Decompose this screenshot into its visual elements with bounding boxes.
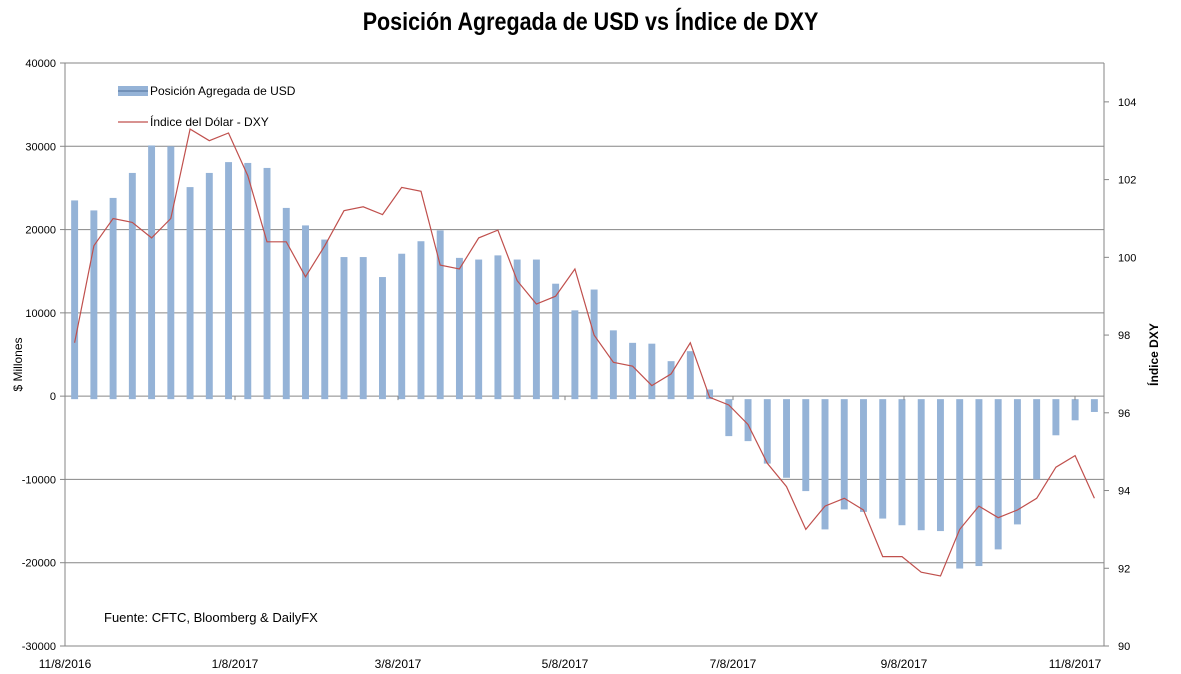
bar <box>398 253 406 400</box>
bar <box>783 399 790 478</box>
bar <box>1052 399 1060 436</box>
y2-tick-label: 94 <box>1118 486 1130 498</box>
chart-title: Posición Agregada de USD vs Índice de DX… <box>362 8 819 36</box>
bar <box>417 241 425 400</box>
bar <box>494 255 502 400</box>
bar <box>436 230 444 400</box>
bar <box>648 343 656 400</box>
bar <box>706 389 714 400</box>
bar <box>956 399 964 569</box>
bar <box>128 172 136 400</box>
x-tick-label: 7/8/2017 <box>710 657 757 671</box>
bar <box>167 146 175 400</box>
bar <box>686 351 694 400</box>
bar <box>205 172 213 400</box>
bar <box>571 310 579 400</box>
bar <box>744 399 752 442</box>
bar <box>359 257 367 400</box>
y2-axis-title: Índice DXY <box>1146 323 1161 386</box>
bar <box>840 399 848 510</box>
bar <box>321 239 329 400</box>
y-tick-label: 10000 <box>25 308 56 320</box>
bar <box>1090 399 1098 412</box>
y2-tick-label: 92 <box>1118 563 1130 575</box>
bar <box>244 162 252 400</box>
bar <box>552 283 560 400</box>
bar <box>936 399 944 532</box>
bar <box>821 399 829 530</box>
y-tick-label: 30000 <box>25 141 56 153</box>
x-tick-label: 1/8/2017 <box>212 657 259 671</box>
bar <box>667 361 675 400</box>
bar <box>609 330 617 400</box>
y-tick-label: -20000 <box>22 558 56 570</box>
x-tick-label: 5/8/2017 <box>542 657 589 671</box>
bar <box>71 200 79 400</box>
line-series <box>74 128 1095 577</box>
y-tick-label: 40000 <box>25 58 56 70</box>
bar <box>1071 399 1079 421</box>
legend-label-line: Índice del Dólar - DXY <box>150 114 269 129</box>
y-tick-label: -30000 <box>22 641 56 653</box>
bar-series <box>71 145 1098 569</box>
bar <box>340 257 348 400</box>
y2-tick-label: 100 <box>1118 252 1136 264</box>
legend-label-bars: Posición Agregada de USD <box>150 84 296 98</box>
bar <box>455 257 463 400</box>
source-annotation: Fuente: CFTC, Bloomberg & DailyFX <box>104 610 318 625</box>
y-tick-label: 20000 <box>25 225 56 237</box>
axes <box>60 62 1109 647</box>
bar <box>763 399 771 464</box>
bar <box>879 399 887 519</box>
legend: Posición Agregada de USD Índice del Dólar… <box>118 84 296 129</box>
bar <box>802 399 810 492</box>
bar <box>475 259 483 400</box>
bar <box>532 259 540 400</box>
bar <box>379 277 386 400</box>
bar <box>513 259 521 400</box>
x-tick-label: 11/8/2016 <box>39 657 92 671</box>
bar <box>994 399 1002 550</box>
bar <box>629 342 637 400</box>
y2-tick-label: 104 <box>1118 97 1136 109</box>
bar <box>148 145 156 400</box>
bar <box>225 162 233 400</box>
bar <box>725 399 733 437</box>
bar <box>90 210 98 400</box>
x-tick-label: 11/8/2017 <box>1049 657 1102 671</box>
bar <box>1013 399 1021 525</box>
bar <box>109 197 117 400</box>
y-axis-title: $ Millones <box>11 337 25 391</box>
bar <box>975 399 983 567</box>
y2-tick-label: 90 <box>1118 641 1130 653</box>
bar <box>898 399 906 526</box>
y2-tick-label: 102 <box>1118 175 1136 187</box>
bar <box>302 225 309 400</box>
bar <box>282 207 290 400</box>
y-tick-label: -10000 <box>22 474 56 486</box>
bar <box>186 187 194 400</box>
y2-tick-label: 98 <box>1118 330 1130 342</box>
bar <box>1033 399 1041 480</box>
bar <box>590 289 598 400</box>
axis-labels: -30000 -20000 -10000 0 10000 20000 30000 40000 9… <box>11 58 1161 671</box>
y-tick-label: 0 <box>50 391 56 403</box>
x-tick-label: 9/8/2017 <box>881 657 928 671</box>
bar <box>263 167 271 400</box>
dxy-line <box>74 128 1095 577</box>
bar <box>917 399 925 531</box>
bar <box>860 399 867 512</box>
x-tick-label: 3/8/2017 <box>375 657 422 671</box>
y2-tick-label: 96 <box>1118 408 1130 420</box>
